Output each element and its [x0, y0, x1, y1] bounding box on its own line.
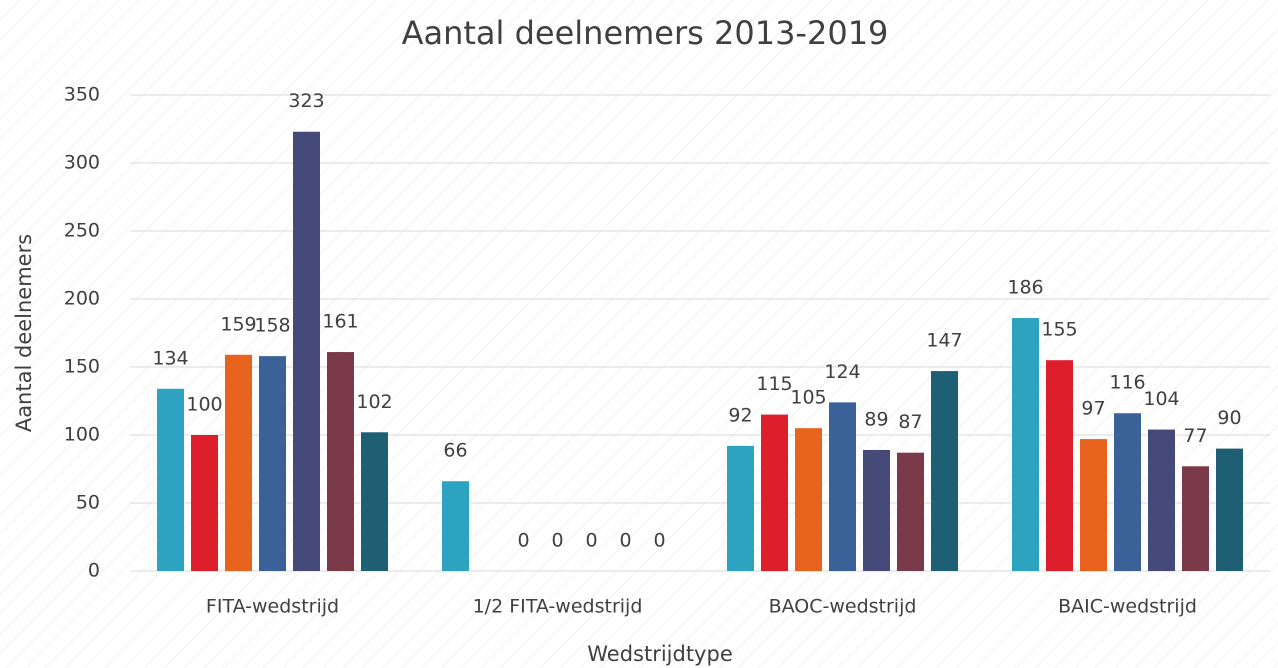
y-tick-label: 0: [88, 560, 100, 582]
data-label: 116: [1109, 372, 1145, 394]
data-label: 102: [356, 391, 392, 413]
data-label: 155: [1041, 319, 1077, 341]
data-label: 186: [1007, 277, 1043, 299]
chart-title: Aantal deelnemers 2013-2019: [402, 14, 889, 52]
data-label: 104: [1143, 388, 1179, 410]
bar: [863, 449, 890, 571]
bar: [761, 414, 788, 571]
data-label: 92: [728, 404, 752, 426]
data-label: 134: [152, 347, 188, 369]
bar: [442, 481, 469, 571]
data-label: 147: [926, 330, 962, 352]
bar: [897, 452, 924, 571]
x-tick-label: 1/2 FITA-wedstrijd: [473, 596, 643, 618]
data-label: 115: [756, 373, 792, 395]
data-label: 323: [288, 90, 324, 112]
data-label: 66: [443, 440, 467, 462]
bar: [931, 371, 958, 571]
data-label: 89: [864, 408, 888, 430]
x-axis-title: Wedstrijdtype: [587, 642, 733, 666]
bar: [259, 356, 286, 571]
x-tick-label: BAOC-wedstrijd: [769, 596, 917, 618]
data-label: 159: [220, 313, 256, 335]
bar: [1216, 448, 1243, 571]
data-label: 0: [517, 530, 529, 552]
bar: [1046, 360, 1073, 571]
y-tick-label: 50: [76, 492, 100, 514]
data-label: 90: [1217, 407, 1241, 429]
y-tick-label: 100: [64, 424, 100, 446]
x-tick-label: BAIC-wedstrijd: [1058, 596, 1197, 618]
bar: [1012, 318, 1039, 571]
bar: [1182, 466, 1209, 571]
bar: [1080, 439, 1107, 571]
data-label: 158: [254, 315, 290, 337]
y-tick-label: 250: [64, 220, 100, 242]
y-tick-label: 350: [64, 84, 100, 106]
bar: [1114, 413, 1141, 571]
data-label: 0: [653, 530, 665, 552]
x-tick-label: FITA-wedstrijd: [206, 596, 339, 618]
y-tick-label: 300: [64, 152, 100, 174]
bar: [191, 435, 218, 571]
bar: [327, 352, 354, 571]
data-label: 0: [585, 530, 597, 552]
bar: [361, 432, 388, 571]
data-label: 0: [619, 530, 631, 552]
bar: [157, 388, 184, 571]
data-label: 124: [824, 361, 860, 383]
data-label: 105: [790, 387, 826, 409]
data-label: 77: [1183, 425, 1207, 447]
bar: [225, 354, 252, 571]
data-label: 161: [322, 311, 358, 333]
bar: [727, 445, 754, 571]
bar: [293, 131, 320, 571]
data-label: 100: [186, 394, 222, 416]
bar: [795, 428, 822, 571]
data-label: 87: [898, 411, 922, 433]
bar: [829, 402, 856, 571]
y-tick-label: 200: [64, 288, 100, 310]
y-tick-label: 150: [64, 356, 100, 378]
bar: [1148, 429, 1175, 571]
data-label: 0: [551, 530, 563, 552]
y-axis-title: Aantal deelnemers: [12, 234, 36, 432]
data-label: 97: [1081, 398, 1105, 420]
